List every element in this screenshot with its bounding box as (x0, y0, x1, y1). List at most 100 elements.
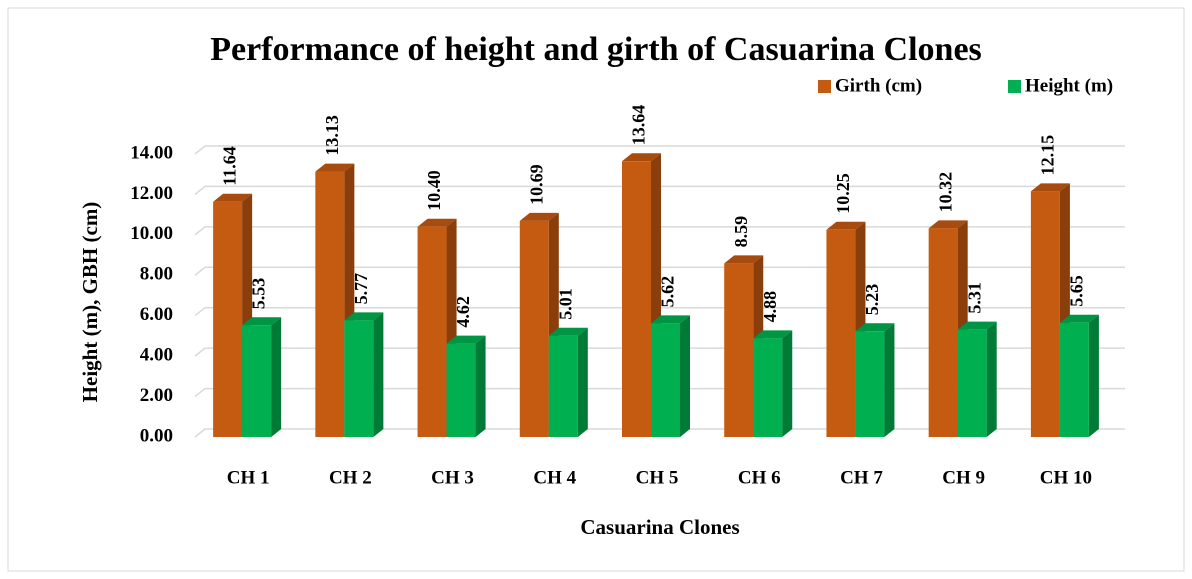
chart-frame (7, 7, 1185, 572)
bar (957, 321, 997, 437)
bar-face (475, 335, 486, 437)
bar-face (344, 312, 384, 321)
bar-face (344, 320, 374, 437)
x-tick-label: CH 3 (431, 467, 474, 488)
bar-face (213, 193, 253, 202)
legend-label: Height (m) (1025, 75, 1113, 96)
bar-face (753, 330, 793, 339)
bar-face (651, 323, 680, 437)
bar-face (782, 330, 793, 437)
value-label: 11.64 (220, 146, 240, 186)
bar-face (1030, 191, 1060, 437)
value-label: 4.62 (453, 296, 473, 328)
bar-face (986, 321, 997, 437)
grid-line (194, 347, 1125, 357)
legend-label: Girth (cm) (835, 75, 922, 96)
x-tick-label: CH 10 (1040, 467, 1092, 488)
grid-line (194, 266, 1125, 276)
bar-face (826, 221, 866, 230)
bar (1059, 314, 1099, 437)
grid-line (194, 185, 1125, 196)
bar-face (622, 153, 661, 162)
bar (753, 330, 793, 437)
bar-face (826, 229, 856, 437)
y-tick-label: 10.00 (130, 223, 173, 244)
bar-face (315, 171, 345, 437)
chart-title: Performance of height and girth of Casua… (210, 31, 982, 68)
y-tick-label: 14.00 (130, 142, 173, 163)
value-label: 5.77 (351, 273, 371, 305)
bar-face (680, 315, 690, 437)
bar-face (344, 312, 384, 321)
bar-face (724, 263, 754, 437)
y-tick-label: 0.00 (140, 425, 173, 446)
bar-face (315, 163, 355, 172)
bar-face (1059, 314, 1099, 323)
bar-face (928, 220, 968, 229)
bar-face (753, 330, 793, 339)
bar-face (1059, 314, 1099, 323)
y-tick-label: 6.00 (140, 304, 173, 325)
bar-face (855, 323, 895, 332)
x-axis-label: Casuarina Clones (580, 515, 739, 539)
bar-face (242, 325, 272, 437)
x-tick-label: CH 2 (329, 467, 372, 488)
grid-line (194, 226, 1125, 236)
bar-face (680, 315, 690, 437)
grid-line (194, 306, 1125, 317)
bar-face (855, 331, 885, 437)
bar-face (373, 312, 384, 437)
bar-face (1030, 183, 1070, 192)
bar-face (446, 343, 476, 437)
x-tick-label: CH 7 (840, 467, 883, 488)
bar-face (475, 335, 486, 437)
bar-face (213, 193, 253, 202)
bar-face (651, 315, 690, 324)
bar-face (577, 327, 588, 437)
bar-face (986, 321, 997, 437)
legend-swatch (818, 80, 831, 93)
value-label: 10.69 (526, 164, 546, 205)
bar-face (519, 220, 549, 437)
y-tick-label: 8.00 (140, 264, 173, 285)
bar-face (957, 321, 997, 330)
bar-face (957, 321, 997, 330)
bar-face (315, 163, 355, 172)
bar-face (519, 212, 559, 221)
bar-face (548, 327, 588, 336)
bar-face (242, 317, 282, 326)
bar-face (884, 323, 895, 437)
value-label: 5.65 (1067, 275, 1087, 307)
bar-face (826, 221, 866, 230)
y-tick-label: 12.00 (130, 183, 173, 204)
grid-line (194, 145, 1125, 155)
bar (651, 315, 690, 437)
y-axis-label: Height (m), GBH (cm) (78, 202, 102, 403)
bar-face (446, 335, 486, 344)
bar-face (884, 323, 895, 437)
bar-face (213, 201, 243, 437)
bar (855, 323, 895, 437)
bar-face (417, 218, 457, 227)
y-tick-label: 2.00 (140, 385, 173, 406)
value-label: 10.32 (935, 172, 955, 213)
value-label: 5.53 (249, 278, 269, 310)
bar-face (1088, 314, 1099, 437)
bar-face (577, 327, 588, 437)
bar-face (1030, 183, 1070, 192)
value-label: 13.13 (322, 115, 342, 156)
bar-face (417, 218, 457, 227)
value-label: 5.23 (862, 284, 882, 316)
x-tick-label: CH 6 (738, 467, 781, 488)
bar-face (928, 228, 958, 437)
bar (344, 312, 384, 437)
legend-swatch (1008, 80, 1021, 93)
bar-face (622, 153, 661, 162)
bar-face (548, 327, 588, 336)
bar-face (855, 323, 895, 332)
bar-face (1088, 314, 1099, 437)
bar-face (622, 161, 651, 437)
bar-face (724, 255, 764, 264)
value-label: 5.31 (964, 282, 984, 314)
